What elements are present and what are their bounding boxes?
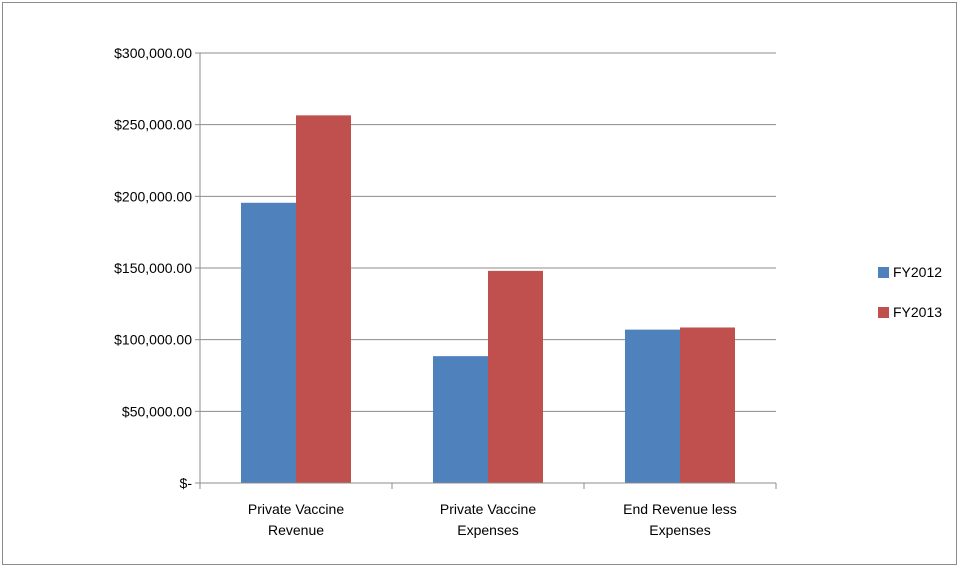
y-tick-label: $150,000.00	[114, 260, 192, 276]
category-labels: Private Vaccine Revenue Private Vaccine Exp…	[248, 501, 737, 538]
bar-fy2012-3	[625, 329, 680, 483]
y-tick-label: $100,000.00	[114, 332, 192, 348]
bar-fy2012-1	[241, 202, 296, 484]
bar-fy2013-2	[488, 270, 543, 483]
y-tick-label: $300,000.00	[114, 45, 192, 61]
legend-label: FY2013	[893, 304, 942, 320]
bar-fy2013-3	[680, 327, 735, 483]
legend: FY2012 FY2013	[878, 264, 942, 320]
y-tick-label: $-	[180, 475, 193, 491]
legend-swatch-fy2012	[878, 267, 889, 278]
category-label: Private Vaccine Revenue	[248, 501, 344, 538]
y-tick-label: $200,000.00	[114, 188, 192, 204]
y-tick-labels: $- $50,000.00 $100,000.00 $150,000.00 $200,0…	[114, 45, 192, 491]
legend-label: FY2012	[893, 264, 942, 280]
axes	[199, 53, 776, 484]
bars	[241, 115, 735, 484]
category-label: End Revenue less Expenses	[623, 501, 737, 538]
bar-fy2012-2	[433, 356, 488, 483]
bar-fy2013-1	[296, 115, 351, 483]
category-label: Private Vaccine Expenses	[440, 501, 536, 538]
legend-swatch-fy2013	[878, 307, 889, 318]
y-tick-label: $50,000.00	[122, 403, 192, 419]
y-tick-label: $250,000.00	[114, 117, 192, 133]
